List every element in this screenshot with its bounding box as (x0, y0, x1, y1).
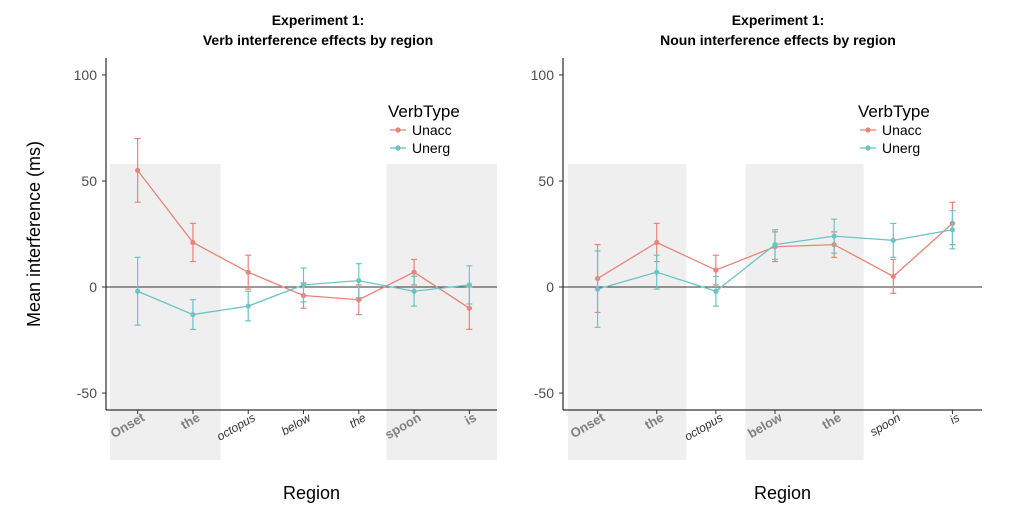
data-point (654, 269, 660, 275)
data-point (190, 311, 196, 318)
legend-key-point (395, 145, 401, 151)
data-point (356, 297, 362, 303)
chart-subtitle: Verb interference effects by region (203, 32, 433, 48)
y-tick-label: 0 (89, 279, 97, 295)
x-tick-label: is (947, 410, 962, 426)
y-tick-label: 50 (538, 173, 554, 189)
data-point (831, 233, 837, 239)
data-point (594, 286, 601, 292)
chart-subtitle: Noun interference effects by region (660, 32, 896, 48)
chart-title: Experiment 1: (272, 12, 365, 28)
data-point (245, 269, 251, 275)
x-axis-label: Region (283, 483, 340, 503)
x-tick-label: spoon (867, 410, 903, 439)
data-point (356, 278, 362, 284)
legend-title: VerbType (858, 102, 930, 121)
legend-key-point (865, 127, 871, 133)
data-point (949, 227, 956, 233)
y-tick-label: 100 (531, 67, 555, 83)
data-point (654, 239, 660, 246)
data-point (135, 167, 141, 173)
data-point (466, 305, 472, 311)
data-point (890, 237, 896, 243)
data-point (772, 242, 778, 248)
y-tick-label: 50 (81, 173, 97, 189)
x-tick-label: below (279, 410, 314, 438)
y-tick-label: -50 (534, 385, 554, 401)
data-point (245, 303, 251, 309)
legend-key-point (395, 127, 401, 133)
x-tick-label: octopus (214, 410, 257, 443)
legend-label: Unerg (412, 140, 450, 156)
data-point (713, 288, 719, 294)
data-point (890, 273, 896, 280)
y-tick-label: 0 (546, 279, 554, 295)
legend-key-point (865, 145, 871, 151)
data-point (466, 282, 472, 288)
legend-label: Unerg (882, 140, 920, 156)
shaded-region (745, 164, 864, 460)
x-axis-label: Region (754, 483, 811, 503)
shaded-region (110, 164, 221, 460)
y-tick-label: -50 (77, 385, 97, 401)
data-point (411, 288, 417, 294)
data-point (190, 239, 196, 246)
data-point (300, 282, 307, 288)
shaded-region (568, 164, 687, 460)
x-tick-label: the (347, 410, 369, 431)
data-point (713, 267, 719, 273)
legend-title: VerbType (388, 102, 460, 121)
data-point (411, 269, 417, 275)
y-axis-label: Mean interference (ms) (24, 141, 44, 327)
chart-title: Experiment 1: (732, 12, 825, 28)
y-tick-label: 100 (74, 67, 98, 83)
x-tick-label: octopus (682, 410, 725, 443)
shaded-region (386, 164, 497, 460)
legend-label: Unacc (882, 122, 922, 138)
legend-label: Unacc (412, 122, 452, 138)
data-point (135, 288, 141, 294)
